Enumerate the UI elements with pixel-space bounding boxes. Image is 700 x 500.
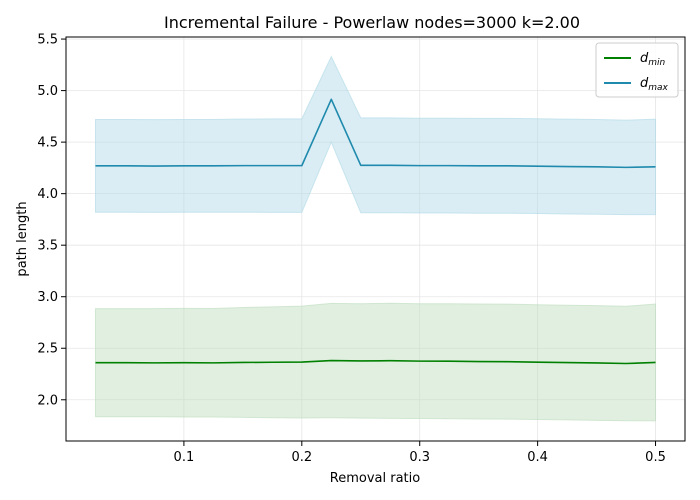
legend: dmin dmax [595,42,679,98]
series-lines [95,98,656,365]
y-tick-label: 4.0 [37,187,58,202]
y-tick-label: 3.5 [37,239,58,254]
line-d-max [95,98,656,169]
x-tick-label: 0.5 [645,450,666,465]
grid [66,37,685,441]
plot-frame [65,36,686,442]
legend-label-d-max-main: d [640,76,649,91]
x-tick-label: 0.3 [409,450,430,465]
y-tick-label: 5.5 [37,33,58,48]
y-tick-label: 2.0 [37,393,58,408]
x-tick-label: 0.1 [174,450,195,465]
legend-label-d-min-main: d [640,51,649,66]
axis-ticks: 0.1 0.2 0.3 0.4 0.5 2.0 2.5 3.0 3.5 4.0 4.5 5.0 5.5 [37,33,666,465]
y-tick-label: 4.5 [37,136,58,151]
x-tick-label: 0.4 [527,450,548,465]
legend-label-d-max: dmax [640,76,669,93]
y-axis-label: path length [15,201,30,276]
y-tick-label: 2.5 [37,342,58,357]
x-axis-label: Removal ratio [330,471,420,486]
x-tick-label: 0.2 [291,450,312,465]
legend-label-d-min-sub: min [648,58,665,68]
y-tick-label: 5.0 [37,84,58,99]
line-d-min [95,359,656,365]
band-d-min [94,302,657,422]
legend-label-d-min: dmin [640,51,666,68]
band-d-max [94,55,657,216]
y-tick-label: 3.0 [37,290,58,305]
confidence-bands [94,55,657,422]
chart-title: Incremental Failure - Powerlaw nodes=300… [164,13,580,32]
legend-label-d-max-sub: max [648,83,668,93]
